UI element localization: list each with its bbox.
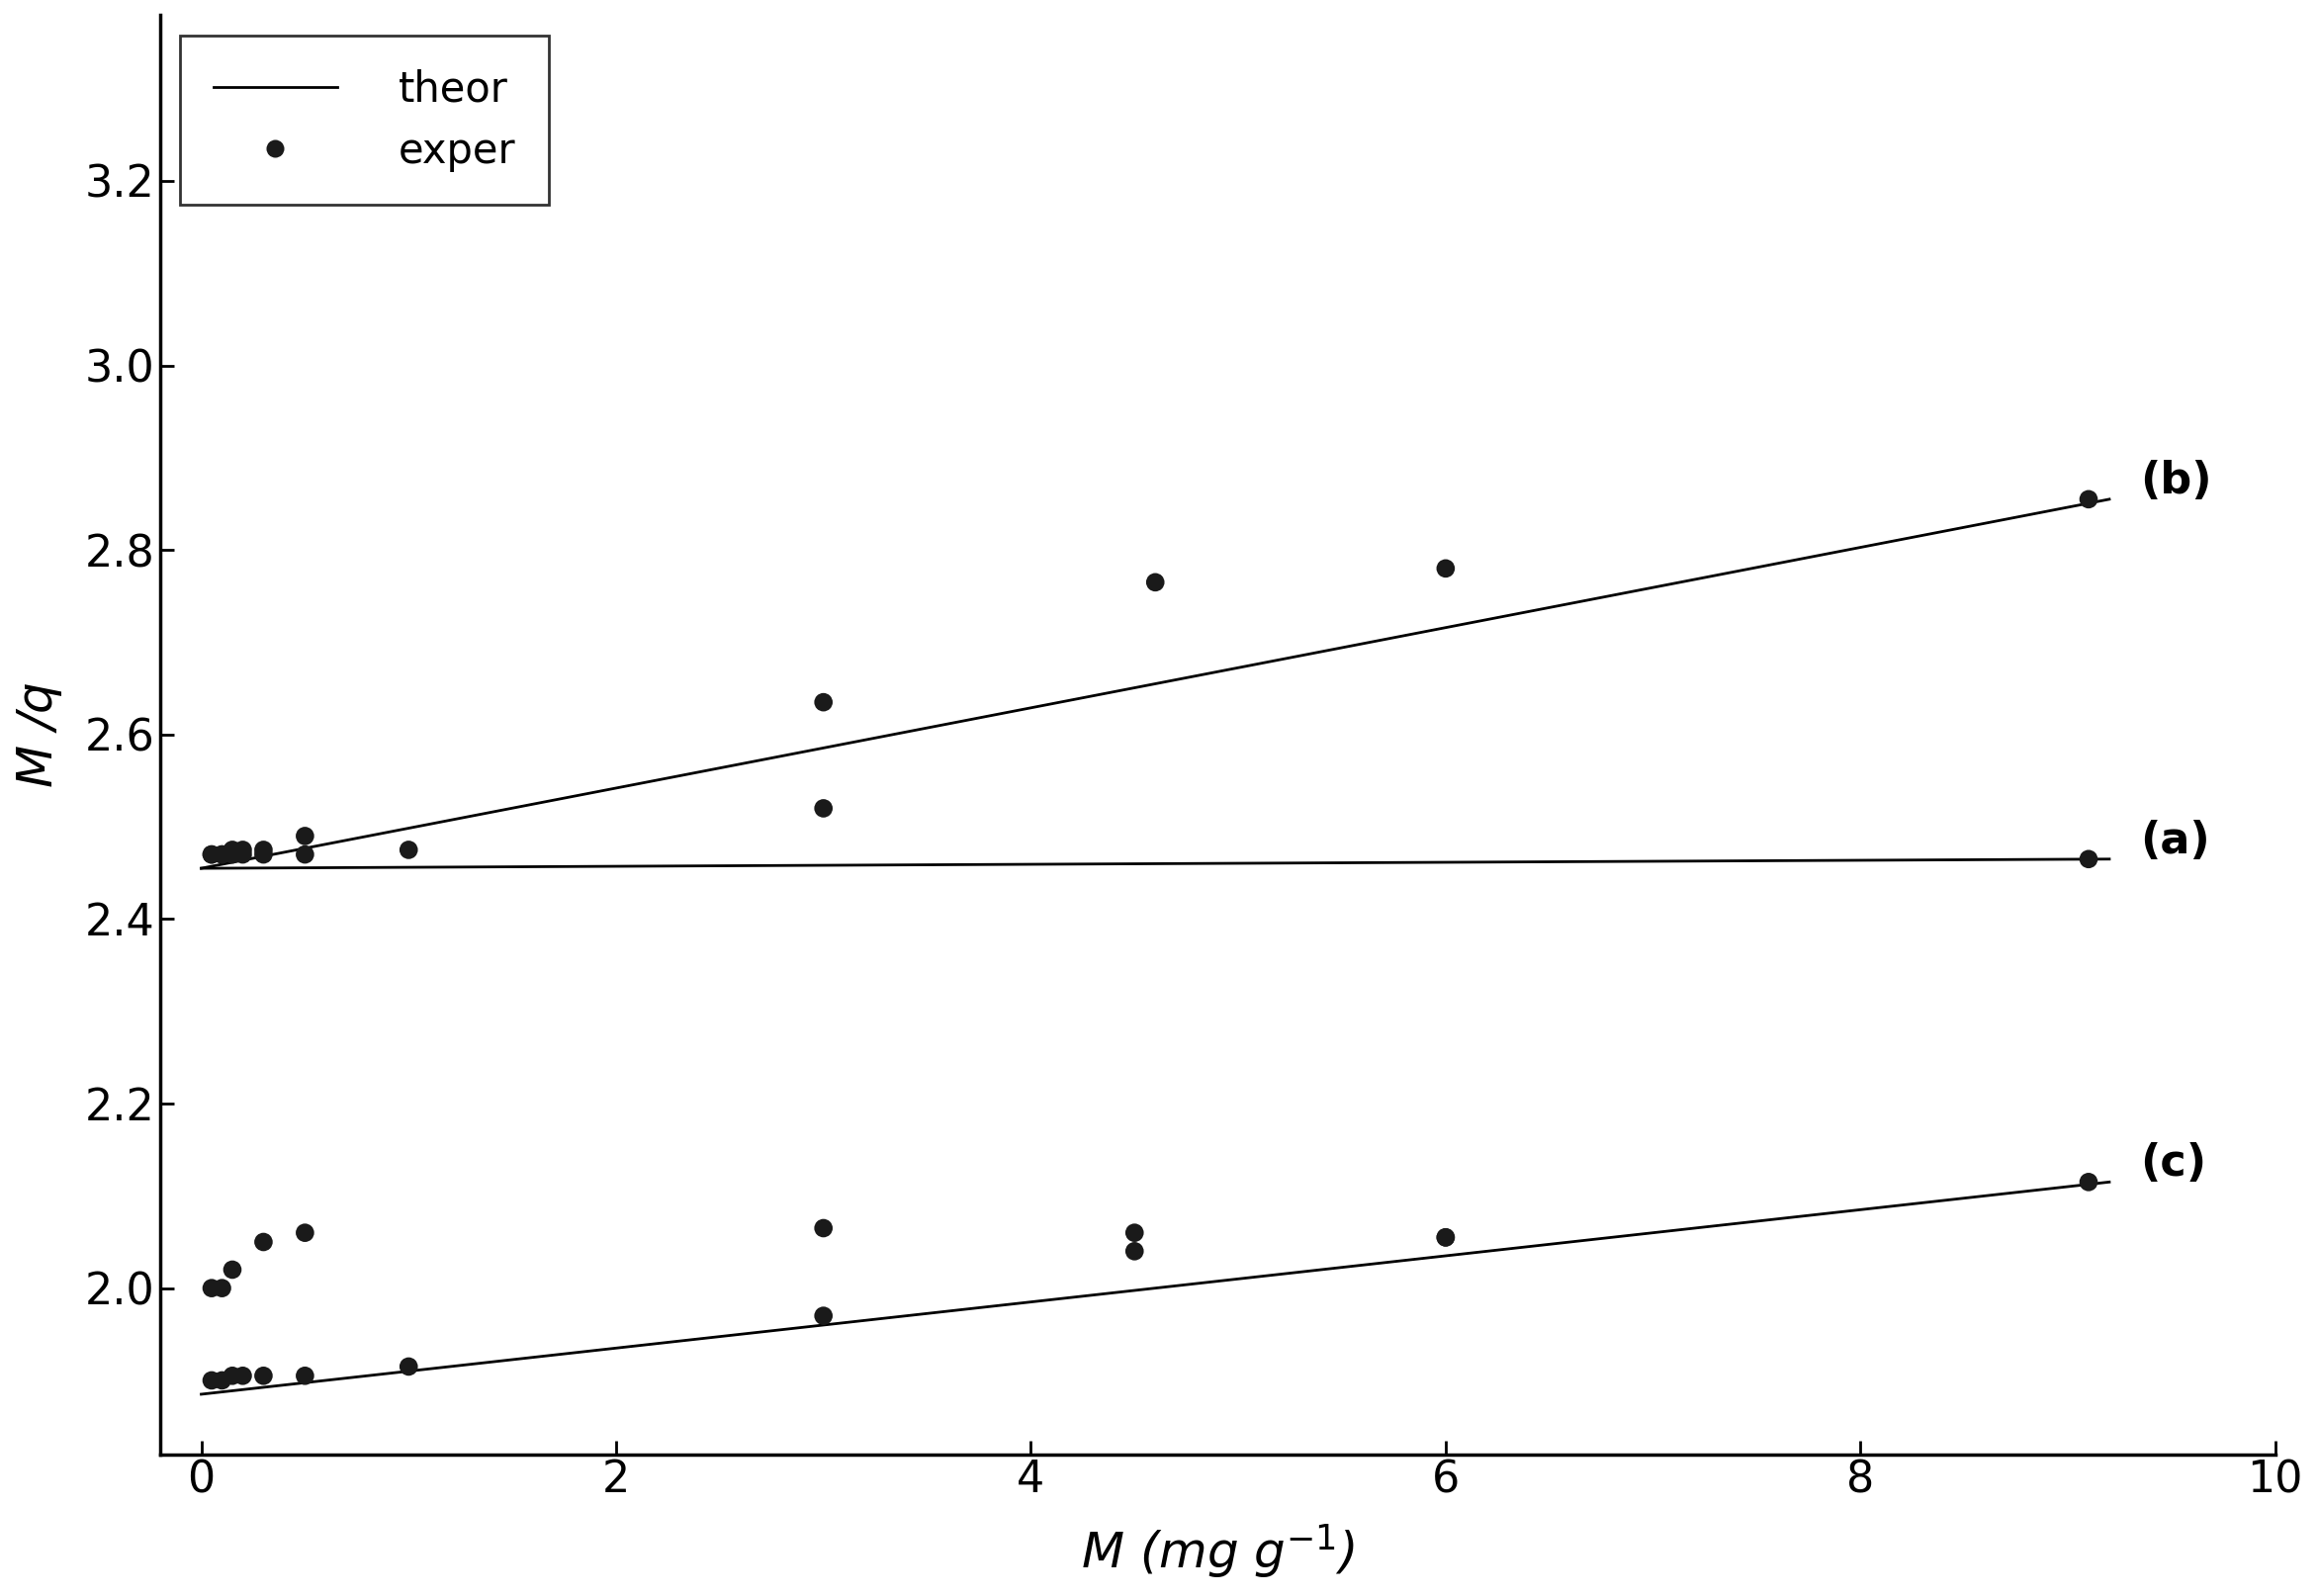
Point <box>287 824 325 849</box>
Point <box>1136 570 1173 595</box>
Legend: theor, exper: theor, exper <box>181 35 549 204</box>
Point <box>2070 1170 2107 1195</box>
Point <box>1428 555 1465 581</box>
Point <box>1115 1219 1152 1245</box>
Point <box>204 1368 241 1393</box>
Point <box>246 1229 283 1254</box>
Point <box>192 1275 229 1301</box>
Point <box>213 1363 250 1389</box>
Point <box>204 841 241 867</box>
Point <box>246 836 283 862</box>
Text: (c): (c) <box>2140 1143 2207 1184</box>
Point <box>213 836 250 862</box>
X-axis label: $M$ (mg g$^{-1}$): $M$ (mg g$^{-1}$) <box>1080 1523 1354 1582</box>
Point <box>225 1363 262 1389</box>
Point <box>804 1302 841 1328</box>
Point <box>804 1216 841 1242</box>
Point <box>287 841 325 867</box>
Point <box>246 841 283 867</box>
Point <box>804 689 841 715</box>
Point <box>804 795 841 820</box>
Point <box>225 836 262 862</box>
Point <box>192 1368 229 1393</box>
Point <box>389 836 427 862</box>
Point <box>213 1258 250 1283</box>
Y-axis label: $M$ /$q$: $M$ /$q$ <box>14 681 65 788</box>
Point <box>192 841 229 867</box>
Point <box>204 841 241 867</box>
Point <box>225 841 262 867</box>
Point <box>2070 846 2107 871</box>
Point <box>192 841 229 867</box>
Point <box>213 841 250 867</box>
Point <box>1428 1224 1465 1250</box>
Point <box>1115 1238 1152 1264</box>
Point <box>2070 487 2107 512</box>
Point <box>389 1353 427 1379</box>
Text: (a): (a) <box>2140 819 2211 862</box>
Point <box>246 1363 283 1389</box>
Point <box>204 1275 241 1301</box>
Point <box>1428 1224 1465 1250</box>
Point <box>287 1219 325 1245</box>
Text: (b): (b) <box>2140 460 2211 503</box>
Point <box>287 1363 325 1389</box>
